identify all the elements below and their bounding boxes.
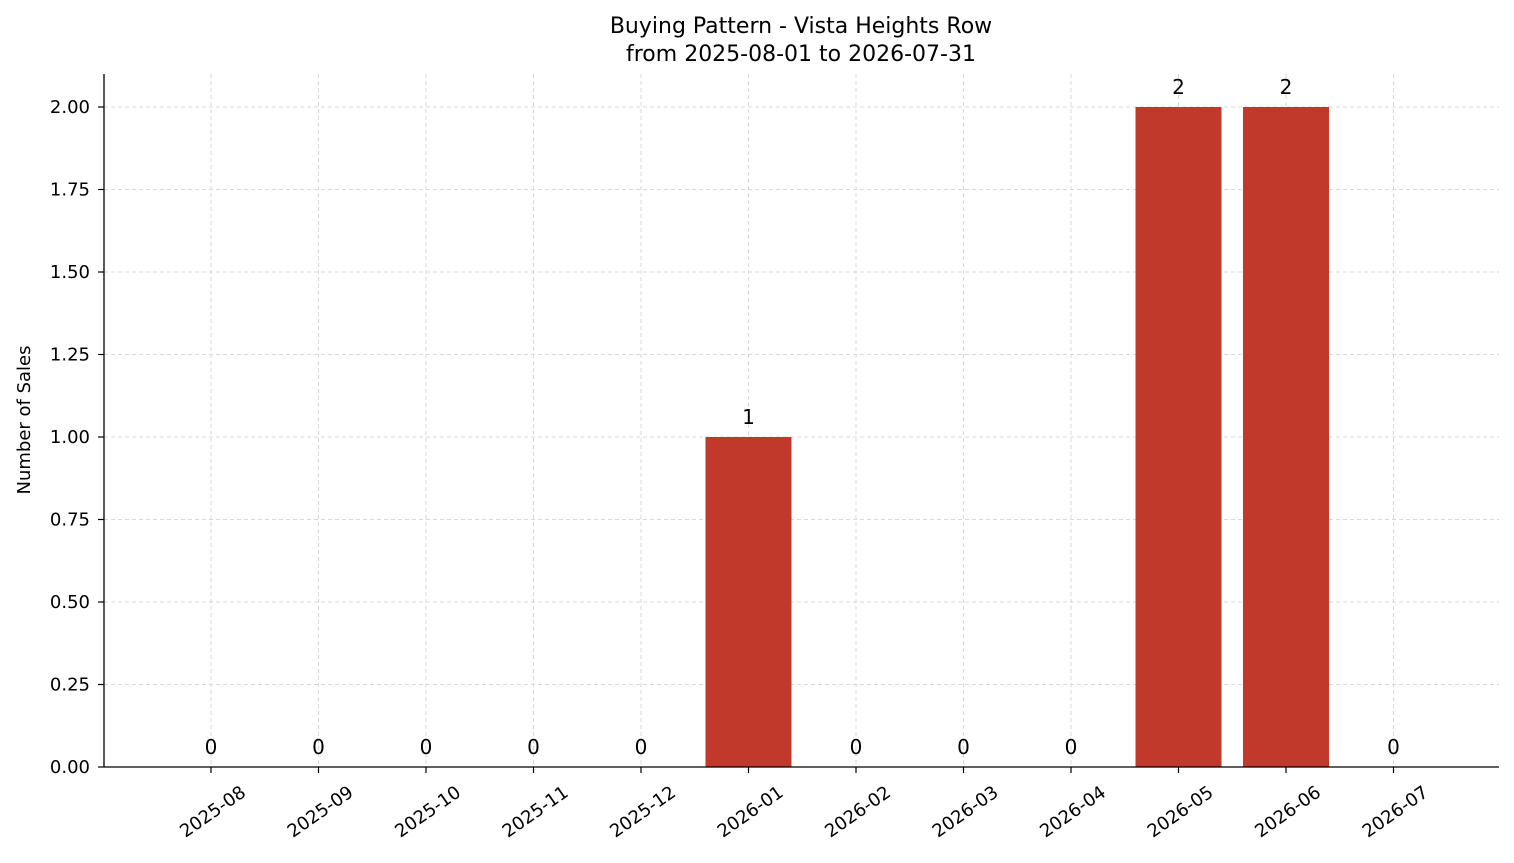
bars	[705, 107, 1329, 767]
y-tick-label: 1.25	[50, 345, 90, 366]
data-label: 0	[527, 735, 540, 759]
x-tick-label: 2025-08	[176, 782, 250, 842]
data-label: 0	[420, 735, 433, 759]
data-label: 2	[1172, 75, 1185, 99]
data-label: 0	[1387, 735, 1400, 759]
y-tick-label: 0.00	[50, 757, 90, 778]
y-ticks: 0.00 0.25 0.50 0.75 1.00 1.25 1.50 1.75 2.00	[50, 97, 104, 778]
data-label: 0	[635, 735, 648, 759]
y-tick-label: 1.50	[50, 262, 90, 283]
x-tick-label: 2025-12	[606, 782, 680, 842]
y-tick-label: 0.25	[50, 675, 90, 696]
chart-subtitle: from 2025-08-01 to 2026-07-31	[626, 42, 976, 67]
x-ticks: 2025-08 2025-09 2025-10 2025-11 2025-12 2026-…	[176, 767, 1432, 842]
data-label: 0	[312, 735, 325, 759]
bar-2026-06	[1243, 107, 1329, 767]
bar-2026-05	[1135, 107, 1222, 767]
x-tick-label: 2026-07	[1359, 782, 1433, 842]
y-tick-label: 1.00	[50, 427, 90, 448]
data-label: 0	[1065, 735, 1078, 759]
bar-2026-01	[705, 437, 792, 767]
x-tick-label: 2026-05	[1144, 782, 1218, 842]
data-label: 0	[957, 735, 970, 759]
data-label: 0	[205, 735, 218, 759]
x-tick-label: 2025-09	[284, 782, 358, 842]
y-tick-label: 0.75	[50, 510, 90, 531]
x-tick-label: 2026-02	[821, 782, 895, 842]
x-tick-label: 2026-03	[929, 782, 1003, 842]
x-tick-label: 2026-06	[1251, 782, 1325, 842]
y-tick-label: 2.00	[50, 97, 90, 118]
x-tick-label: 2025-11	[499, 782, 573, 842]
data-labels: 0 0 0 0 0 1 0 0 0 2 2 0	[205, 75, 1400, 759]
chart-title: Buying Pattern - Vista Heights Row	[610, 14, 992, 39]
data-label: 2	[1280, 75, 1293, 99]
x-tick-label: 2026-04	[1036, 782, 1110, 842]
data-label: 0	[850, 735, 863, 759]
y-tick-label: 1.75	[50, 180, 90, 201]
y-tick-label: 0.50	[50, 592, 90, 613]
x-tick-label: 2025-10	[391, 782, 465, 842]
data-label: 1	[742, 405, 755, 429]
y-axis-label: Number of Sales	[14, 345, 35, 494]
x-tick-label: 2026-01	[714, 782, 788, 842]
